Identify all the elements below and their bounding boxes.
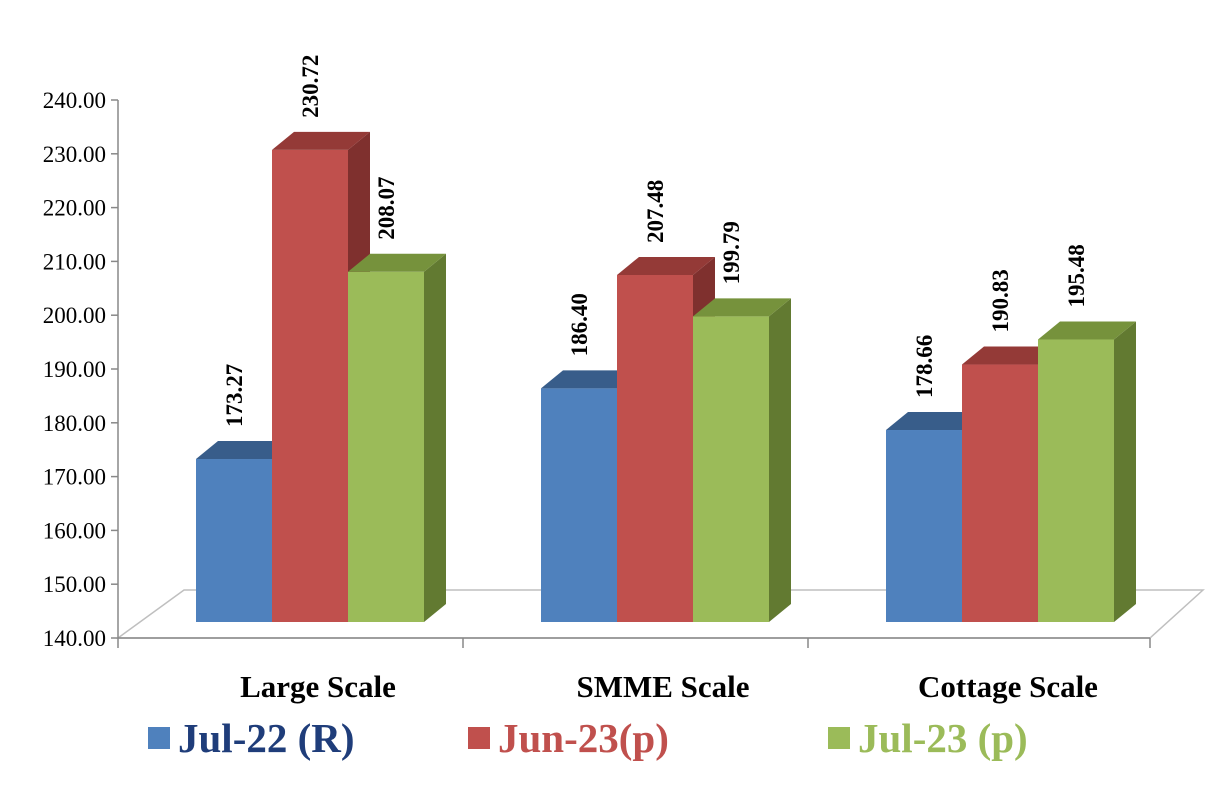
y-tick-label: 150.00 [43,572,106,597]
data-label-jul-22-r-large-scale: 173.27 [222,364,247,427]
legend-label-jun-23: Jun-23(p) [498,715,669,761]
bar-top [1038,321,1136,340]
bar-top [886,412,984,431]
bar-front [1038,339,1114,622]
data-label-jun-23-p-cottage-scale: 190.83 [988,269,1013,332]
y-tick-label: 170.00 [43,465,106,490]
legend-swatch-jul-22 [148,727,170,749]
legend-swatch-jun-23 [468,727,490,749]
bar-front [886,430,962,622]
y-tick-label: 180.00 [43,411,106,436]
legend-item-jul-23: Jul-23 (p) [828,708,1028,768]
y-tick-label: 230.00 [43,142,106,167]
legend-label-jul-22: Jul-22 (R) [178,715,355,761]
bar-jul-23-p-smme-scale [693,298,791,622]
bar-jul-23-p-cottage-scale [1038,321,1136,622]
y-tick-label: 200.00 [43,303,106,328]
legend-label-jul-23: Jul-23 (p) [858,715,1028,761]
bar-side [424,253,446,623]
category-label-smme-scale: SMME Scale [576,669,749,704]
data-label-jun-23-p-large-scale: 230.72 [298,55,323,118]
category-label-large-scale: Large Scale [240,669,396,704]
bar-top [962,346,1060,365]
y-tick-label: 190.00 [43,357,106,382]
bar-side [1114,321,1136,622]
legend-item-jul-22: Jul-22 (R) [148,708,355,768]
bar-front [693,316,769,622]
bar-top [348,253,446,272]
bar-front [962,364,1038,622]
bar-front [348,271,424,622]
legend-swatch-jul-23 [828,727,850,749]
y-tick-label: 240.00 [43,88,106,113]
bar-top [541,370,639,389]
bar-front [617,274,693,622]
y-tick-label: 140.00 [43,626,106,651]
bar-top [272,131,370,150]
legend: Jul-22 (R) Jun-23(p) Jul-23 (p) [0,708,1207,768]
bar-top [693,298,791,317]
y-tick-label: 160.00 [43,518,106,543]
y-tick-label: 220.00 [43,196,106,221]
category-label-cottage-scale: Cottage Scale [918,669,1098,704]
bar-front [541,388,617,622]
data-label-jul-23-p-cottage-scale: 195.48 [1064,244,1089,307]
data-label-jun-23-p-smme-scale: 207.48 [643,180,668,243]
data-label-jul-23-p-smme-scale: 199.79 [719,221,744,284]
legend-item-jun-23: Jun-23(p) [468,708,669,768]
bar-side [769,298,791,622]
data-label-jul-22-r-cottage-scale: 178.66 [912,335,937,398]
y-tick-label: 210.00 [43,249,106,274]
data-label-jul-23-p-large-scale: 208.07 [374,177,399,240]
data-label-jul-22-r-smme-scale: 186.40 [567,293,592,356]
bar-front [272,149,348,623]
bar-top [196,441,294,460]
bar-jul-23-p-large-scale [348,253,446,623]
bar-top [617,256,715,275]
bar-front [196,459,272,622]
